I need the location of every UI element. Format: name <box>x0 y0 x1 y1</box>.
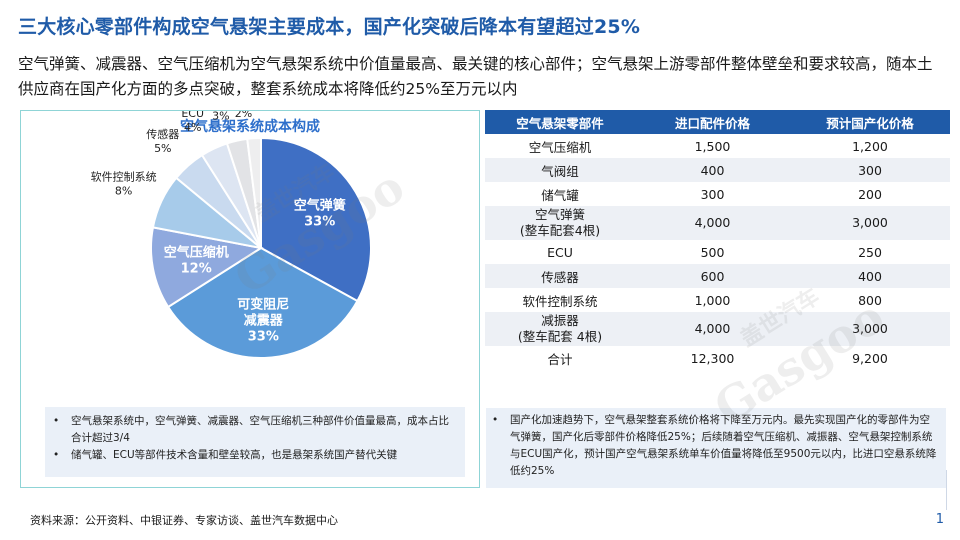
table-cell-import-price: 4,000 <box>635 206 790 240</box>
table-row: ECU 500 250 <box>485 240 950 264</box>
table-row: 软件控制系统 1,000 800 <box>485 288 950 312</box>
pie-value-label: 33% <box>304 214 335 229</box>
table-cell-domestic-price: 250 <box>790 240 950 264</box>
table-cell-domestic-price: 200 <box>790 182 950 206</box>
right-notes: • 国产化加速趋势下，空气悬架整套系统价格将下降至万元内。最先实现国产化的零部件为… <box>486 408 946 488</box>
pie-slice-label: ECU <box>181 111 204 120</box>
page-number: 1 <box>935 512 944 527</box>
pie-value-label: 4% <box>184 121 201 134</box>
table-row: 气阀组 400 300 <box>485 158 950 182</box>
pie-slice <box>150 226 264 309</box>
pie-panel: 空气悬架系统成本构成 空气弹簧 33% 可变阻尼 减震器 33% 空气压缩机 12% 软件控制… <box>20 110 480 488</box>
table-row: 减振器 (整车配套 4根) 4,000 3,000 <box>485 312 950 346</box>
table-cell-domestic-price: 300 <box>790 158 950 182</box>
right-note-1: • 国产化加速趋势下，空气悬架整套系统价格将下降至万元内。最先实现国产化的零部件为… <box>492 412 938 480</box>
table-header-import: 进口配件价格 <box>635 110 790 134</box>
table-cell-part: 减振器 (整车配套 4根) <box>485 312 635 346</box>
pie-value-label: 12% <box>181 261 212 276</box>
pie-slice-label: 软件控制系统 <box>91 169 157 183</box>
pie-slice-label: 减震器 <box>244 313 284 329</box>
table-row: 空气弹簧 (整车配套4根) 4,000 3,000 <box>485 206 950 240</box>
bullet-glyph: • <box>492 414 499 426</box>
table-cell-import-price: 12,300 <box>635 346 790 370</box>
table-cell-import-price: 1,000 <box>635 288 790 312</box>
page-subtitle: 空气弹簧、减震器、空气压缩机为空气悬架系统中价值量最高、最关键的核心部件；空气悬… <box>18 55 933 98</box>
table-cell-part: 传感器 <box>485 264 635 288</box>
table-cell-part: 合计 <box>485 346 635 370</box>
pie-chart-title: 空气悬架系统成本构成 <box>180 119 320 135</box>
table-cell-domestic-price: 3,000 <box>790 312 950 346</box>
pie-slice-label: 可变阻尼 <box>237 297 289 313</box>
table-header-domestic: 预计国产化价格 <box>790 110 950 134</box>
pie-slice-label: 传感器 <box>146 128 179 141</box>
table-row: 储气罐 300 200 <box>485 182 950 206</box>
pie-value-label: 2% <box>235 111 252 120</box>
pie-value-label: 8% <box>115 184 132 197</box>
pie-chart: 空气弹簧33%可变阻尼减震器33%空气压缩机12%软件控制系统8%传感器5%EC… <box>91 111 372 359</box>
table-row: 空气压缩机 1,500 1,200 <box>485 134 950 158</box>
pie-value-label: 33% <box>248 330 279 345</box>
table-cell-import-price: 400 <box>635 158 790 182</box>
table-cell-domestic-price: 400 <box>790 264 950 288</box>
table-cell-part: 空气压缩机 <box>485 134 635 158</box>
page-title: 三大核心零部件构成空气悬架主要成本，国产化突破后降本有望超过25% <box>18 16 641 38</box>
pie-slice-label: 空气弹簧 <box>294 197 346 213</box>
table-row: 合计 12,300 9,200 <box>485 346 950 370</box>
table-cell-part: 气阀组 <box>485 158 635 182</box>
table-cell-import-price: 600 <box>635 264 790 288</box>
pie-value-label: 5% <box>154 142 171 155</box>
table-cell-import-price: 1,500 <box>635 134 790 158</box>
table-cell-part: 软件控制系统 <box>485 288 635 312</box>
table-cell-import-price: 500 <box>635 240 790 264</box>
table-cell-domestic-price: 1,200 <box>790 134 950 158</box>
table-cell-part: 储气罐 <box>485 182 635 206</box>
pie-value-label: 3% <box>212 111 229 123</box>
left-note-1: • 空气悬架系统中，空气弹簧、减震器、空气压缩机三种部件价值量最高，成本占比合计超… <box>53 413 455 447</box>
table-header-row: 空气悬架零部件 进口配件价格 预计国产化价格 <box>485 110 950 134</box>
table-cell-import-price: 4,000 <box>635 312 790 346</box>
bullet-glyph: • <box>53 415 60 427</box>
pie-slice <box>246 136 262 249</box>
bullet-glyph: • <box>53 449 60 461</box>
table-cell-domestic-price: 9,200 <box>790 346 950 370</box>
pie-slice-label: 空气压缩机 <box>164 244 229 260</box>
table-header-part: 空气悬架零部件 <box>485 110 635 134</box>
table-cell-part: ECU <box>485 240 635 264</box>
pie-slice <box>166 246 359 359</box>
table-cell-domestic-price: 3,000 <box>790 206 950 240</box>
pie-slice <box>260 136 372 303</box>
source-footer: 资料来源：公开资料、中银证券、专家访谈、盖世汽车数据中心 <box>30 514 338 527</box>
left-note-2: • 储气罐、ECU等部件技术含量和壁垒较高，也是悬架系统国产替代关键 <box>53 447 455 464</box>
table-cell-part: 空气弹簧 (整车配套4根) <box>485 206 635 240</box>
table-cell-import-price: 300 <box>635 182 790 206</box>
table-cell-domestic-price: 800 <box>790 288 950 312</box>
table-row: 传感器 600 400 <box>485 264 950 288</box>
left-notes: • 空气悬架系统中，空气弹簧、减震器、空气压缩机三种部件价值量最高，成本占比合计超… <box>45 407 465 477</box>
price-table: 空气悬架零部件 进口配件价格 预计国产化价格 空气压缩机 1,500 1,200 气阀… <box>485 110 950 370</box>
divider <box>946 470 947 510</box>
